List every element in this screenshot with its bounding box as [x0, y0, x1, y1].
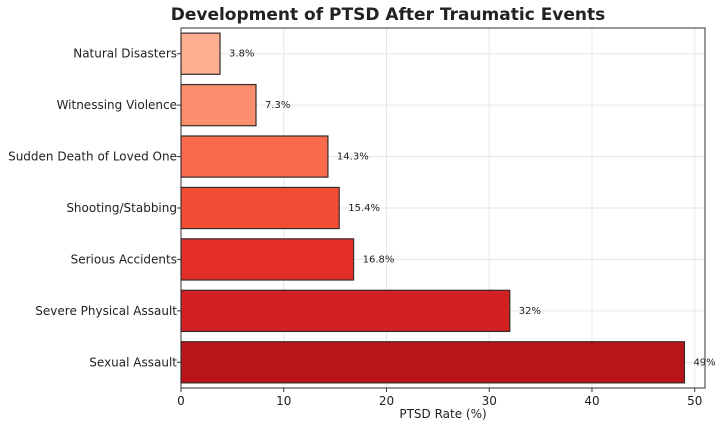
- data-label: 49%: [693, 357, 715, 368]
- x-tick-label: 50: [687, 394, 702, 408]
- x-tick-label: 40: [584, 394, 599, 408]
- data-label: 16.8%: [363, 254, 395, 265]
- data-label: 7.3%: [265, 100, 290, 111]
- category-label: Sudden Death of Loved One: [8, 150, 177, 164]
- bar-sexual-assault: [180, 341, 686, 384]
- x-axis-label: PTSD Rate (%): [399, 407, 486, 421]
- data-label: 32%: [519, 306, 541, 317]
- data-labels: 3.8% 7.3% 14.3% 15.4% 16.8% 32% 49%: [229, 49, 716, 369]
- bar-sudden-death-of-loved-one: [180, 135, 329, 178]
- x-tick-label: 0: [177, 394, 185, 408]
- data-label: 3.8%: [229, 49, 254, 60]
- category-label: Witnessing Violence: [57, 98, 177, 112]
- data-label: 14.3%: [337, 152, 369, 163]
- bar-shooting-stabbing: [180, 186, 340, 230]
- category-label: Shooting/Stabbing: [66, 201, 177, 215]
- category-label: Sexual Assault: [89, 355, 177, 369]
- x-tick-labels: 0 10 20 30 40 50: [177, 388, 702, 408]
- x-tick-label: 10: [276, 394, 291, 408]
- bars: [180, 32, 686, 384]
- x-tick-label: 30: [482, 394, 497, 408]
- bar-witnessing-violence: [180, 83, 257, 127]
- category-label: Severe Physical Assault: [35, 304, 177, 318]
- category-label: Serious Accidents: [71, 252, 177, 266]
- x-tick-label: 20: [379, 394, 394, 408]
- bar-serious-accidents: [180, 238, 355, 281]
- bar-severe-physical-assault: [180, 289, 511, 333]
- category-labels: Natural Disasters Witnessing Violence Sudd…: [8, 47, 181, 369]
- data-label: 15.4%: [348, 203, 380, 214]
- chart-title: Development of PTSD After Traumatic Even…: [171, 5, 606, 25]
- bar-natural-disasters: [180, 32, 221, 75]
- category-label: Natural Disasters: [73, 47, 177, 61]
